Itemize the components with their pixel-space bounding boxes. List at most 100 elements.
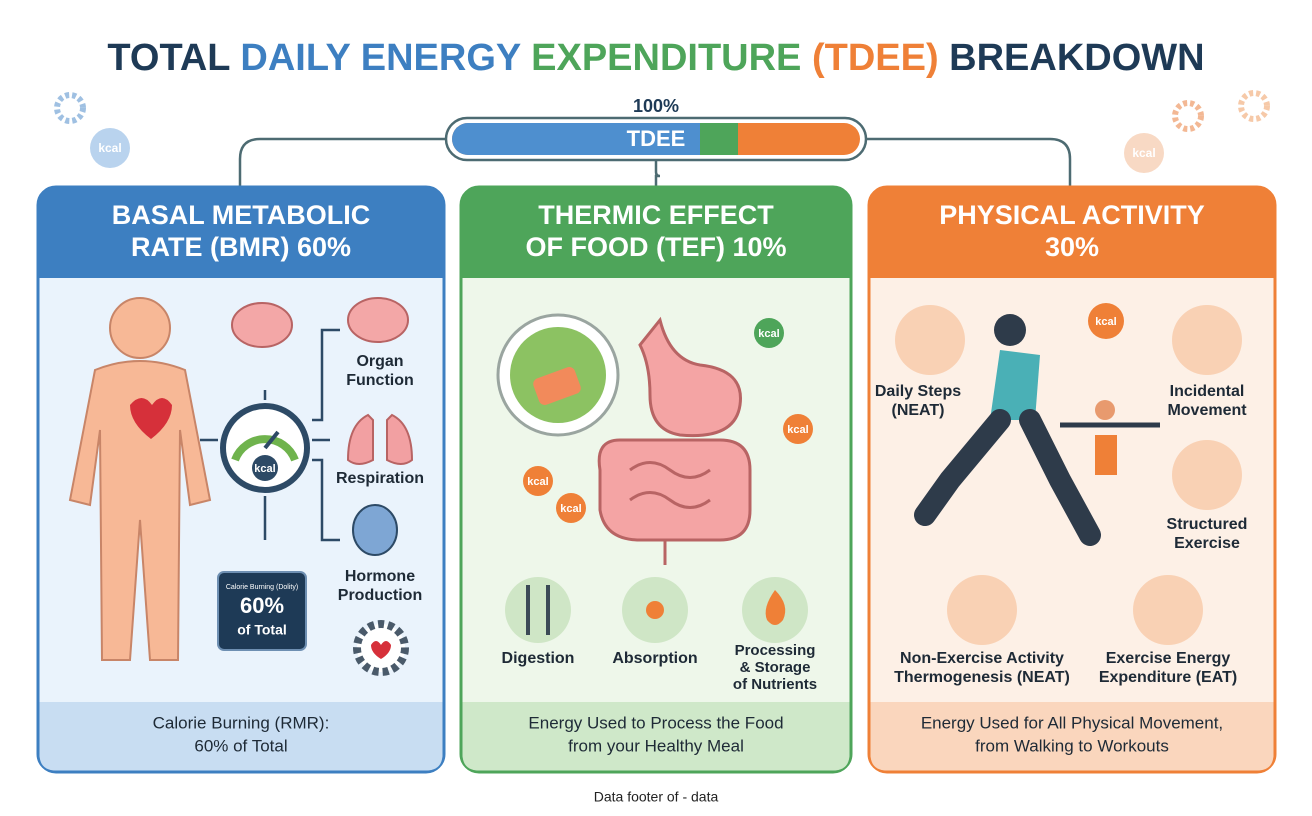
item-label: Respiration bbox=[336, 470, 424, 487]
panel-footer-text: 60% of Total bbox=[194, 736, 287, 755]
gauge-needle bbox=[263, 430, 280, 450]
item-icon bbox=[505, 577, 571, 643]
item-label: Structured bbox=[1167, 516, 1248, 533]
item-label: Function bbox=[346, 372, 414, 389]
item-label: & Storage bbox=[740, 659, 811, 676]
decor bbox=[1124, 133, 1164, 173]
item-icon bbox=[1133, 575, 1203, 645]
item-label: of Nutrients bbox=[733, 676, 817, 693]
kcal-badge bbox=[556, 493, 586, 523]
source: Data footer of - data bbox=[594, 789, 719, 805]
kcal-text: kcal bbox=[527, 476, 548, 488]
kcal-text: kcal bbox=[254, 463, 275, 475]
badge bbox=[217, 571, 307, 651]
item-icon bbox=[947, 575, 1017, 645]
item-label: Expenditure (EAT) bbox=[1099, 669, 1237, 686]
badge-text: Calorie Burning (Dolity) bbox=[226, 584, 298, 591]
body bbox=[68, 360, 212, 661]
panel-footer bbox=[870, 702, 1274, 771]
tdee-bar bbox=[700, 123, 738, 155]
gear-icon bbox=[1172, 100, 1204, 132]
molecule-icon bbox=[646, 601, 664, 619]
panel-heading: RATE (BMR) 60% bbox=[131, 232, 351, 262]
connector bbox=[238, 137, 1072, 187]
tdee-bar bbox=[452, 123, 722, 155]
item-label: Daily Steps bbox=[875, 383, 961, 400]
panel-heading: BASAL METABOLIC bbox=[112, 200, 371, 230]
title-part: (TDEE) bbox=[812, 37, 949, 79]
gear-icon bbox=[54, 92, 86, 124]
panel-header bbox=[461, 187, 851, 278]
panel-footer-text: from Walking to Workouts bbox=[975, 736, 1169, 755]
kcal-badge bbox=[252, 455, 278, 481]
title: TOTAL DAILY ENERGY EXPENDITURE (TDEE) BR… bbox=[107, 37, 1204, 79]
panel-header bbox=[869, 187, 1275, 278]
kcal-text: kcal bbox=[1132, 146, 1155, 160]
panel-footer-text: from your Healthy Meal bbox=[568, 736, 744, 755]
panel-footer-text: Calorie Burning (RMR): bbox=[153, 713, 330, 732]
kcal-text: kcal bbox=[787, 424, 808, 436]
runner-legs bbox=[914, 409, 1101, 546]
item-label: Absorption bbox=[612, 650, 697, 667]
tdee-label: TDEE bbox=[627, 126, 686, 151]
item-label: Non-Exercise Activity bbox=[900, 650, 1064, 667]
badge-value: 60% bbox=[240, 593, 284, 618]
title-part: TOTAL bbox=[107, 37, 240, 79]
lungs-icon bbox=[346, 413, 414, 465]
kcal-text: kcal bbox=[560, 503, 581, 515]
lifter-body bbox=[1095, 435, 1117, 475]
body-head bbox=[109, 297, 171, 359]
fork-icon bbox=[526, 585, 550, 635]
brain-icon bbox=[347, 297, 409, 343]
brain-icon bbox=[231, 302, 293, 348]
gauge-arc bbox=[231, 435, 299, 462]
kcal-badge bbox=[1088, 303, 1124, 339]
item-icon bbox=[895, 305, 965, 375]
title-part: EXPENDITURE bbox=[531, 37, 812, 79]
salmon-icon bbox=[533, 367, 581, 405]
badge-text: of Total bbox=[237, 622, 287, 638]
item-label: Organ bbox=[356, 353, 403, 370]
item-label: Movement bbox=[1167, 402, 1247, 419]
item-label: Processing bbox=[735, 642, 816, 659]
kcal-text: kcal bbox=[98, 141, 121, 155]
flame-icon bbox=[765, 590, 786, 625]
panel-heading: PHYSICAL ACTIVITY bbox=[939, 200, 1205, 230]
item-label: Production bbox=[338, 587, 422, 604]
panel-heading: 30% bbox=[1045, 232, 1099, 262]
kcal-badge bbox=[754, 318, 784, 348]
heart-icon bbox=[371, 641, 391, 659]
runner-body bbox=[990, 350, 1040, 420]
heart-icon bbox=[130, 398, 172, 439]
kcal-text: kcal bbox=[758, 328, 779, 340]
tdee-percent-bg bbox=[612, 98, 700, 116]
item-label: Exercise Energy bbox=[1106, 650, 1231, 667]
item-label: Thermogenesis (NEAT) bbox=[894, 669, 1070, 686]
kcal-badge bbox=[523, 466, 553, 496]
gear-icon bbox=[1238, 90, 1270, 122]
decor bbox=[90, 128, 130, 168]
panel-header bbox=[38, 187, 444, 278]
panel-heading: THERMIC EFFECT bbox=[538, 200, 774, 230]
item-icon bbox=[1172, 440, 1242, 510]
item-label: Incidental bbox=[1170, 383, 1245, 400]
runner-head bbox=[994, 314, 1026, 346]
panel-footer-text: Energy Used to Process the Food bbox=[528, 713, 783, 732]
title-part: DAILY ENERGY bbox=[240, 37, 531, 79]
intestine-icon bbox=[597, 438, 752, 542]
kcal-badge bbox=[783, 414, 813, 444]
title-part: BREAKDOWN bbox=[949, 37, 1204, 79]
stomach-icon bbox=[638, 316, 742, 438]
intestine-loops bbox=[629, 461, 711, 565]
item-icon bbox=[1172, 305, 1242, 375]
lifter-head bbox=[1095, 400, 1115, 420]
item-label: Hormone bbox=[345, 568, 415, 585]
item-label: Exercise bbox=[1174, 535, 1240, 552]
panel-footer bbox=[39, 702, 443, 771]
arrows bbox=[200, 328, 340, 542]
item-label: (NEAT) bbox=[891, 402, 944, 419]
tdee-percent: 100% bbox=[633, 96, 679, 116]
gland-icon bbox=[352, 504, 398, 556]
item-label: Digestion bbox=[502, 650, 575, 667]
